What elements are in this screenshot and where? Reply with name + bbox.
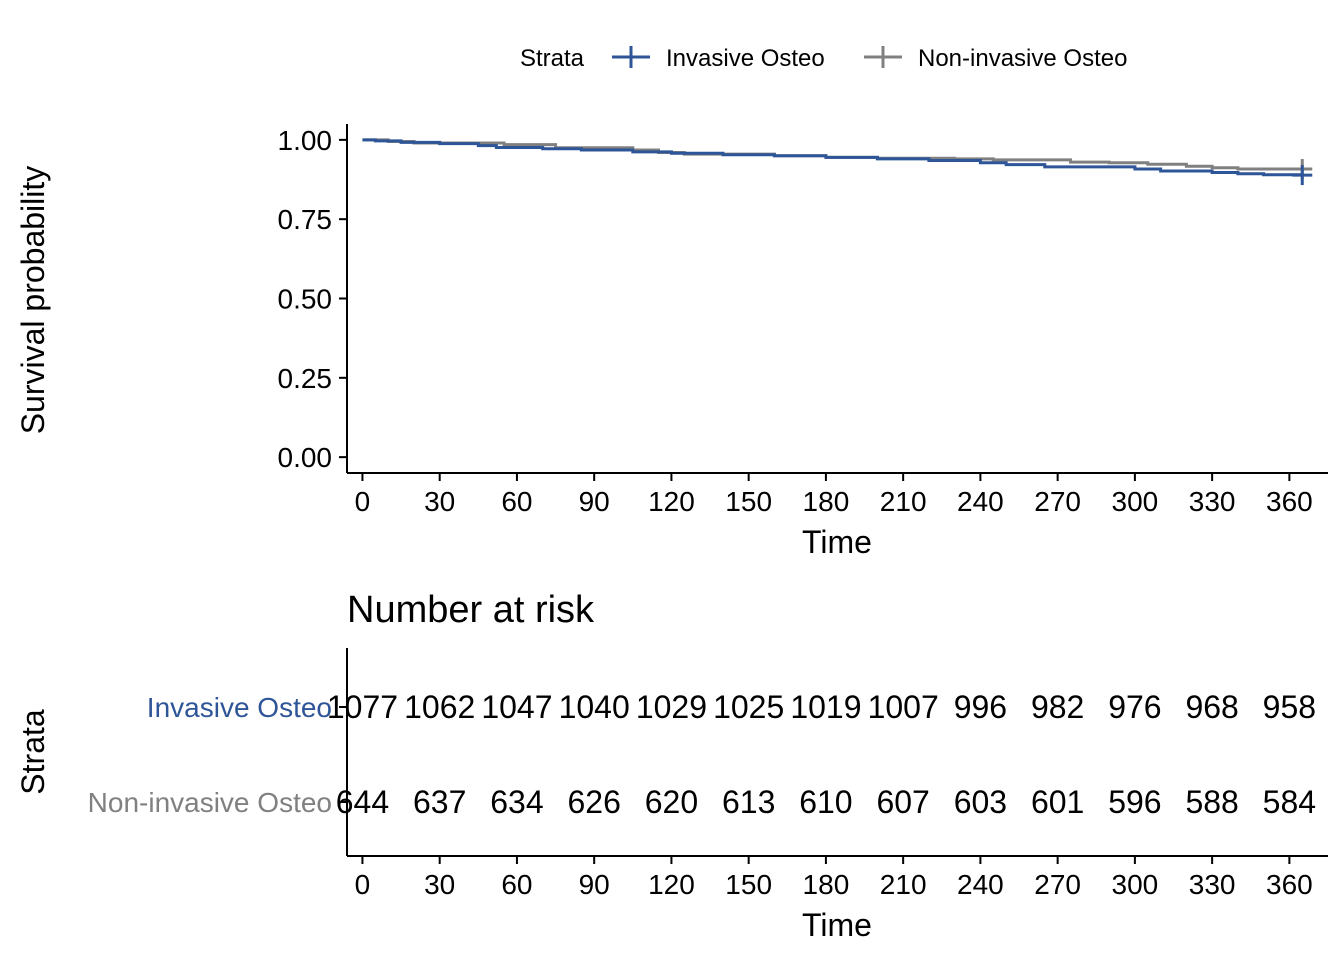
risk-cell: 588 (1185, 784, 1238, 820)
risk-cell: 610 (799, 784, 852, 820)
risk-cell: 996 (954, 689, 1007, 725)
y-tick-label: 0.50 (278, 284, 333, 315)
risk-x-tick-label: 180 (803, 869, 850, 900)
risk-cell: 968 (1185, 689, 1238, 725)
risk-cell: 626 (567, 784, 620, 820)
risk-cell: 976 (1108, 689, 1161, 725)
x-tick-label: 60 (501, 486, 532, 517)
survival-plot: 0.00 0.25 0.50 0.75 1.00 0 30 60 90 120 150 180 210… (15, 124, 1328, 560)
risk-cell: 603 (954, 784, 1007, 820)
x-tick-label: 360 (1266, 486, 1313, 517)
risk-x-axis-label: Time (802, 907, 872, 943)
x-tick-label: 0 (355, 486, 371, 517)
x-tick-label: 330 (1189, 486, 1236, 517)
y-tick-label: 0.00 (278, 442, 333, 473)
risk-cell: 620 (645, 784, 698, 820)
risk-x-tick-label: 120 (648, 869, 695, 900)
risk-table-title: Number at risk (347, 589, 595, 631)
legend-key-noninvasive (864, 46, 902, 68)
risk-cell: 634 (490, 784, 543, 820)
survival-curve-non-invasive-osteo (362, 138, 1303, 171)
survival-curve-invasive-osteo (362, 138, 1304, 177)
legend-title: Strata (520, 45, 585, 72)
risk-cell: 601 (1031, 784, 1084, 820)
risk-x-tick-label: 240 (957, 869, 1004, 900)
x-tick-label: 240 (957, 486, 1004, 517)
legend: Strata Invasive Osteo Non-invasive Osteo (520, 45, 1127, 72)
legend-label-noninvasive: Non-invasive Osteo (918, 45, 1127, 72)
risk-x-tick-label: 150 (725, 869, 772, 900)
risk-cell: 584 (1263, 784, 1316, 820)
x-tick-label: 180 (803, 486, 850, 517)
risk-x-tick-label: 300 (1112, 869, 1159, 900)
risk-cell: 958 (1263, 689, 1316, 725)
x-tick-label: 90 (579, 486, 610, 517)
risk-cell: 982 (1031, 689, 1084, 725)
legend-key-invasive (612, 46, 650, 68)
x-tick-label: 210 (880, 486, 927, 517)
y-axis-label: Survival probability (15, 166, 51, 435)
risk-cell: 1007 (868, 689, 939, 725)
y-tick-label: 1.00 (278, 125, 333, 156)
risk-x-tick-label: 0 (355, 869, 371, 900)
risk-cell: 596 (1108, 784, 1161, 820)
risk-x-tick-label: 360 (1266, 869, 1313, 900)
y-tick-label: 0.25 (278, 363, 333, 394)
risk-cell: 1029 (636, 689, 707, 725)
legend-label-invasive: Invasive Osteo (666, 45, 825, 72)
risk-cell: 644 (336, 784, 389, 820)
y-ticks: 0.00 0.25 0.50 0.75 1.00 (278, 125, 347, 473)
risk-cell: 1019 (790, 689, 861, 725)
risk-y-axis-label: Strata (15, 709, 51, 795)
risk-x-tick-label: 270 (1034, 869, 1081, 900)
x-axis-label: Time (802, 524, 872, 560)
x-tick-label: 120 (648, 486, 695, 517)
risk-cell: 1025 (713, 689, 784, 725)
survival-curves (362, 138, 1313, 186)
risk-x-ticks: 0 30 60 90 120 150 180 210 240 270 300 330 360 (355, 856, 1313, 900)
x-tick-label: 270 (1034, 486, 1081, 517)
risk-cell: 607 (876, 784, 929, 820)
x-tick-label: 150 (725, 486, 772, 517)
risk-row-label: Non-invasive Osteo (88, 787, 332, 818)
risk-x-tick-label: 60 (501, 869, 532, 900)
risk-cell: 1047 (481, 689, 552, 725)
risk-row-label: Invasive Osteo (147, 692, 332, 723)
risk-cell: 1077 (327, 689, 398, 725)
risk-cell: 1062 (404, 689, 475, 725)
risk-x-tick-label: 210 (880, 869, 927, 900)
risk-x-tick-label: 30 (424, 869, 455, 900)
x-ticks: 0 30 60 90 120 150 180 210 240 270 300 330 360 (355, 473, 1313, 517)
risk-x-tick-label: 90 (579, 869, 610, 900)
risk-cell: 637 (413, 784, 466, 820)
risk-cell: 613 (722, 784, 775, 820)
x-tick-label: 30 (424, 486, 455, 517)
y-tick-label: 0.75 (278, 204, 333, 235)
x-tick-label: 300 (1112, 486, 1159, 517)
risk-cell: 1040 (559, 689, 630, 725)
risk-x-tick-label: 330 (1189, 869, 1236, 900)
